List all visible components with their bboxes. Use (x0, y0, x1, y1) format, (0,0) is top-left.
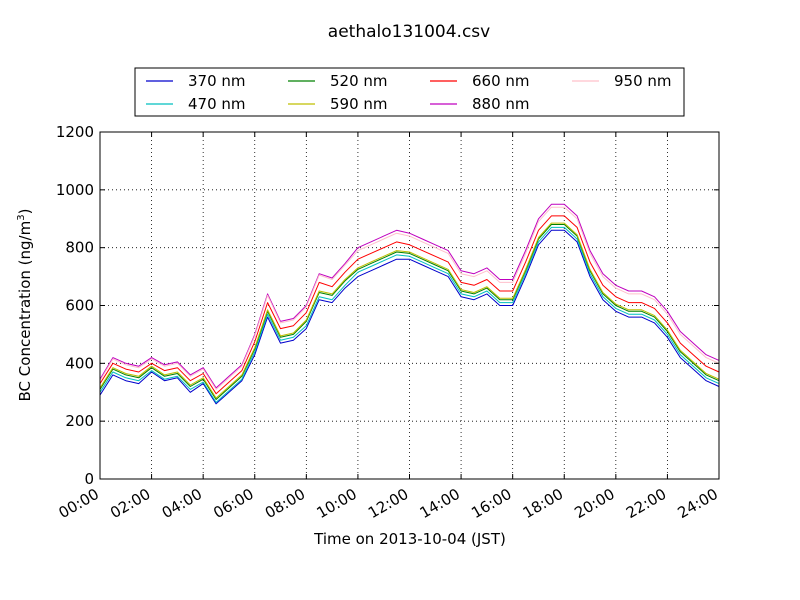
y-tick-label: 1200 (56, 123, 94, 141)
legend-box (134, 67, 685, 117)
legend-label: 520 nm (330, 72, 388, 90)
y-axis-label-main: BC Concentration (ng/m (16, 221, 34, 402)
y-tick-label: 0 (84, 470, 94, 488)
series-line-660-nm (99, 215, 720, 395)
series-line-590-nm (99, 222, 720, 399)
series-line-370-nm (99, 229, 720, 405)
y-axis-label-close: ) (16, 209, 34, 215)
series-line-950-nm (99, 206, 720, 390)
series-line-470-nm (99, 226, 720, 403)
chart-title: aethalo131004.csv (328, 22, 490, 42)
y-axis-label: BC Concentration (ng/m3) (16, 209, 34, 402)
x-axis-label: Time on 2013-10-04 (JST) (313, 530, 506, 548)
legend: 370 nm 470 nm 520 nm 590 nm 660 nm 880 nm 950 … (134, 67, 685, 117)
y-tick-label: 1000 (56, 181, 94, 199)
y-tick-label: 600 (65, 297, 94, 315)
legend-label: 590 nm (330, 95, 388, 113)
series-line-880-nm (99, 203, 720, 389)
series-layer (99, 203, 720, 405)
y-tick-label: 400 (65, 354, 94, 372)
legend-label: 660 nm (472, 72, 530, 90)
legend-label: 370 nm (188, 72, 246, 90)
y-tick-label: 200 (65, 412, 94, 430)
legend-label: 470 nm (188, 95, 246, 113)
legend-label: 950 nm (614, 72, 672, 90)
legend-label: 880 nm (472, 95, 530, 113)
y-axis-label-sup: 3 (16, 214, 27, 220)
series-line-520-nm (99, 224, 720, 400)
y-tick-label: 800 (65, 239, 94, 257)
